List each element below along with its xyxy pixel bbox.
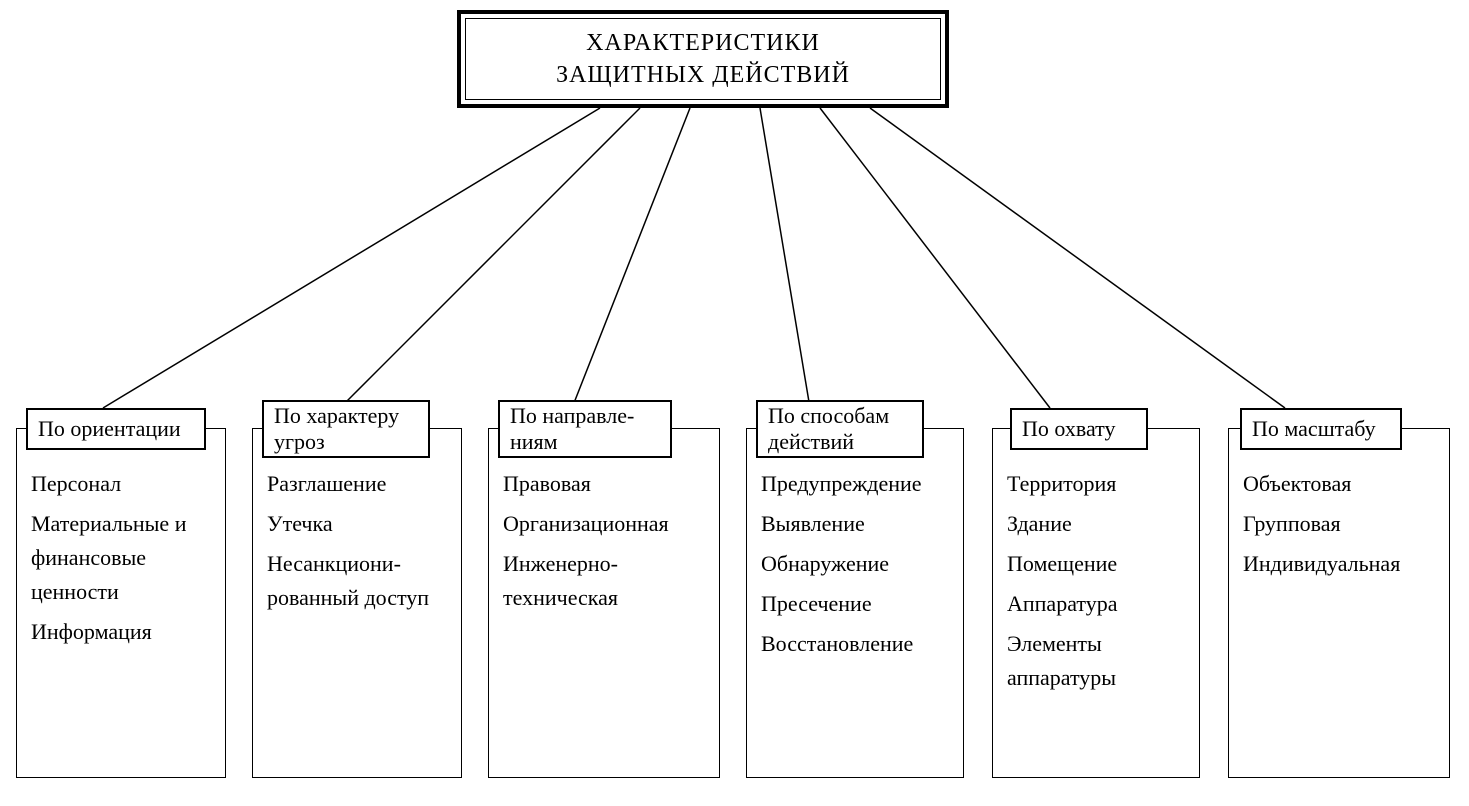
category-body-scale: Объектовая Групповая Индивидуальная bbox=[1228, 428, 1450, 778]
category-body-coverage: Территория Здание Помещение Аппаратура Элеме… bbox=[992, 428, 1200, 778]
category-item: Материальные и финансовые ценности bbox=[31, 507, 217, 609]
category-label-scale: По масштабу bbox=[1240, 408, 1402, 450]
category-item: Территория bbox=[1007, 467, 1191, 501]
category-label-text: По ориентации bbox=[38, 416, 181, 442]
category-item: Обнаружение bbox=[761, 547, 955, 581]
root-node: ХАРАКТЕРИСТИКИ ЗАЩИТНЫХ ДЕЙСТВИЙ bbox=[457, 10, 949, 108]
category-body-threat-nature: Разглашение Утечка Несанкциони­рованный до… bbox=[252, 428, 462, 778]
category-item: Индивидуальная bbox=[1243, 547, 1441, 581]
category-item: Персонал bbox=[31, 467, 217, 501]
category-body-orientation: Персонал Материальные и финансовые ценнос… bbox=[16, 428, 226, 778]
category-item: Групповая bbox=[1243, 507, 1441, 541]
category-item: Восстановление bbox=[761, 627, 955, 661]
category-label-threat-nature: По характеру угроз bbox=[262, 400, 430, 458]
category-body-action-methods: Предупреждение Выявление Обнаружение Пресеч… bbox=[746, 428, 964, 778]
category-item: Разглашение bbox=[267, 467, 453, 501]
category-item: Информация bbox=[31, 615, 217, 649]
category-item: Аппаратура bbox=[1007, 587, 1191, 621]
category-item: Организационная bbox=[503, 507, 711, 541]
category-item: Инженерно-техническая bbox=[503, 547, 711, 615]
category-label-coverage: По охвату bbox=[1010, 408, 1148, 450]
category-label-action-methods: По способам действий bbox=[756, 400, 924, 458]
category-item: Выявление bbox=[761, 507, 955, 541]
category-item: Предупреждение bbox=[761, 467, 955, 501]
category-item: Здание bbox=[1007, 507, 1191, 541]
category-item: Правовая bbox=[503, 467, 711, 501]
category-body-directions: Правовая Организационная Инженерно-техниче… bbox=[488, 428, 720, 778]
category-label-text: По характеру угроз bbox=[274, 403, 418, 456]
category-label-directions: По направле­ниям bbox=[498, 400, 672, 458]
root-title-line2: ЗАЩИТНЫХ ДЕЙСТВИЙ bbox=[556, 59, 850, 91]
category-label-text: По охвату bbox=[1022, 416, 1115, 442]
category-item: Помещение bbox=[1007, 547, 1191, 581]
category-label-text: По способам действий bbox=[768, 403, 912, 456]
category-item: Объектовая bbox=[1243, 467, 1441, 501]
category-item: Пресечение bbox=[761, 587, 955, 621]
category-item: Утечка bbox=[267, 507, 453, 541]
category-label-text: По направле­ниям bbox=[510, 403, 660, 456]
root-title: ХАРАКТЕРИСТИКИ ЗАЩИТНЫХ ДЕЙСТВИЙ bbox=[465, 18, 941, 100]
category-label-text: По масштабу bbox=[1252, 416, 1376, 442]
category-label-orientation: По ориентации bbox=[26, 408, 206, 450]
root-title-line1: ХАРАКТЕРИСТИКИ bbox=[556, 27, 850, 59]
category-item: Несанкциони­рованный доступ bbox=[267, 547, 453, 615]
category-item: Элементы аппаратуры bbox=[1007, 627, 1191, 695]
